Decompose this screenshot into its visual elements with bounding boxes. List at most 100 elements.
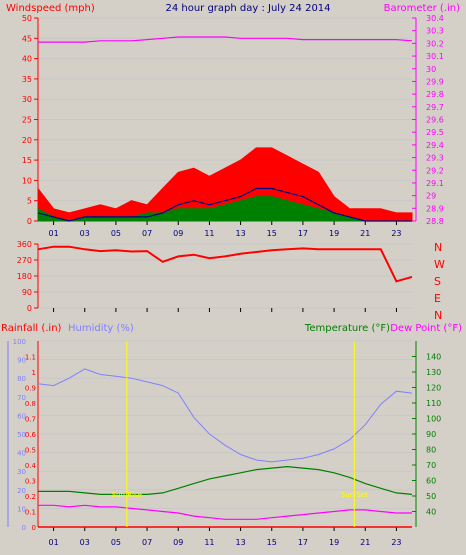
humidity-tick-label: 50 [17, 431, 26, 439]
rain-tick-label: 0.2 [25, 493, 36, 501]
bottom-x-tick-label: 15 [267, 538, 277, 547]
baro-tick-label: 28.8 [426, 217, 444, 226]
rain-tick-label: 1.1 [25, 354, 36, 362]
x-tick-label: 13 [235, 229, 245, 238]
baro-tick-label: 29 [426, 192, 436, 201]
bottom-x-tick-label: 19 [329, 538, 339, 547]
humidity-tick-label: 0 [22, 524, 26, 532]
x-tick-label: 03 [80, 229, 90, 238]
rain-tick-label: 0.4 [25, 462, 37, 470]
temp-tick-label: 120 [426, 384, 441, 393]
temp-tick-label: 110 [426, 399, 441, 408]
baro-tick-label: 29.6 [426, 116, 444, 125]
x-tick-label: 17 [298, 229, 308, 238]
sun-marker-label: Sun Set [341, 491, 368, 499]
direction-tick-label: 0 [27, 304, 32, 313]
humidity-tick-label: 40 [17, 450, 26, 458]
series-layer [37, 36, 413, 528]
barometer-axis-label: Barometer (.in) [384, 3, 460, 14]
bottom-x-tick-label: 11 [204, 538, 214, 547]
rain-tick-label: 0.8 [25, 400, 36, 408]
x-tick-label: 07 [142, 229, 152, 238]
x-tick-label: 23 [391, 229, 401, 238]
wind-tick-label: 15 [22, 156, 32, 165]
x-tick-label: 19 [329, 229, 339, 238]
baro-tick-label: 29.4 [426, 141, 444, 150]
baro-tick-label: 30.1 [426, 52, 444, 61]
rain-tick-label: 0.9 [25, 385, 36, 393]
bottom-x-tick-label: 03 [80, 538, 90, 547]
sun-marker-label: Sun Rise [112, 491, 142, 499]
temp-tick-label: 140 [426, 353, 441, 362]
direction-letter-s: S [434, 275, 441, 288]
humidity-tick-label: 30 [17, 468, 26, 476]
bottom-x-tick-label: 05 [111, 538, 121, 547]
rain-tick-label: 0 [32, 524, 36, 532]
rain-tick-label: 0.7 [25, 416, 36, 424]
temp-tick-label: 100 [426, 415, 441, 424]
humidity-tick-label: 90 [17, 357, 26, 365]
baro-tick-label: 29.7 [426, 103, 444, 112]
bottom-x-tick-label: 07 [142, 538, 152, 547]
bottom-x-tick-label: 17 [298, 538, 308, 547]
temp-tick-label: 40 [426, 508, 436, 517]
direction-tick-label: 270 [17, 256, 32, 265]
humidity-tick-label: 60 [17, 412, 26, 420]
dewpoint-series-line [38, 504, 412, 520]
humidity-tick-label: 80 [17, 375, 26, 383]
x-tick-label: 21 [360, 229, 370, 238]
temp-tick-label: 50 [426, 492, 436, 501]
humidity-tick-label: 70 [17, 394, 26, 402]
humidity-series-line [37, 368, 413, 463]
baro-tick-label: 29.9 [426, 77, 444, 86]
x-tick-label: 09 [173, 229, 183, 238]
temperature-series-line [38, 465, 413, 495]
baro-tick-label: 29.5 [426, 128, 444, 137]
humidity-tick-label: 20 [17, 487, 26, 495]
wind-tick-label: 30 [22, 95, 32, 104]
wind-tick-label: 35 [22, 75, 32, 84]
wind-tick-label: 10 [22, 176, 32, 185]
rainfall-axis-label: Rainfall (.in) [1, 323, 62, 334]
direction-letter-w: W [434, 258, 445, 271]
wind-direction-series-line [37, 245, 413, 283]
wind-tick-label: 45 [22, 34, 32, 43]
temp-tick-label: 90 [426, 430, 436, 439]
temp-tick-label: 60 [426, 477, 436, 486]
humidity-tick-label: 10 [17, 505, 26, 513]
x-tick-label: 05 [111, 229, 121, 238]
axes-layer [7, 17, 417, 531]
dewpoint-axis-label: Dew Point (°F) [390, 323, 462, 334]
rain-tick-label: 0.5 [25, 447, 36, 455]
bottom-x-tick-label: 09 [173, 538, 183, 547]
average-wind-series-line [37, 187, 412, 222]
humidity-axis-label: Humidity (%) [68, 323, 134, 334]
x-tick-label: 11 [204, 229, 214, 238]
rain-tick-label: 0.1 [25, 509, 36, 517]
baro-tick-label: 30.2 [426, 39, 444, 48]
humidity-tick-label: 100 [13, 338, 26, 346]
rain-tick-label: 1 [32, 369, 36, 377]
barometer-series-line [38, 36, 413, 43]
bottom-x-tick-label: 23 [391, 538, 401, 547]
direction-tick-label: 180 [17, 272, 32, 281]
rain-tick-label: 0.3 [25, 478, 36, 486]
temp-tick-label: 70 [426, 461, 436, 470]
wind-tick-label: 0 [27, 217, 32, 226]
chart-title: 24 hour graph day : July 24 2014 [165, 3, 330, 14]
direction-letter-e: E [434, 292, 441, 305]
direction-tick-label: 360 [17, 240, 32, 249]
temp-tick-label: 130 [426, 368, 441, 377]
baro-tick-label: 29.8 [426, 90, 444, 99]
temp-tick-label: 80 [426, 446, 436, 455]
direction-letter-n-top: N [434, 241, 442, 254]
baro-tick-label: 30.4 [426, 14, 444, 23]
baro-tick-label: 29.1 [426, 179, 444, 188]
wind-tick-label: 5 [27, 197, 32, 206]
temperature-axis-label: Temperature (°F) [304, 323, 390, 334]
windspeed-axis-label: Windspeed (mph) [6, 3, 95, 14]
bottom-x-tick-label: 01 [48, 538, 58, 547]
wind-tick-label: 25 [22, 116, 32, 125]
